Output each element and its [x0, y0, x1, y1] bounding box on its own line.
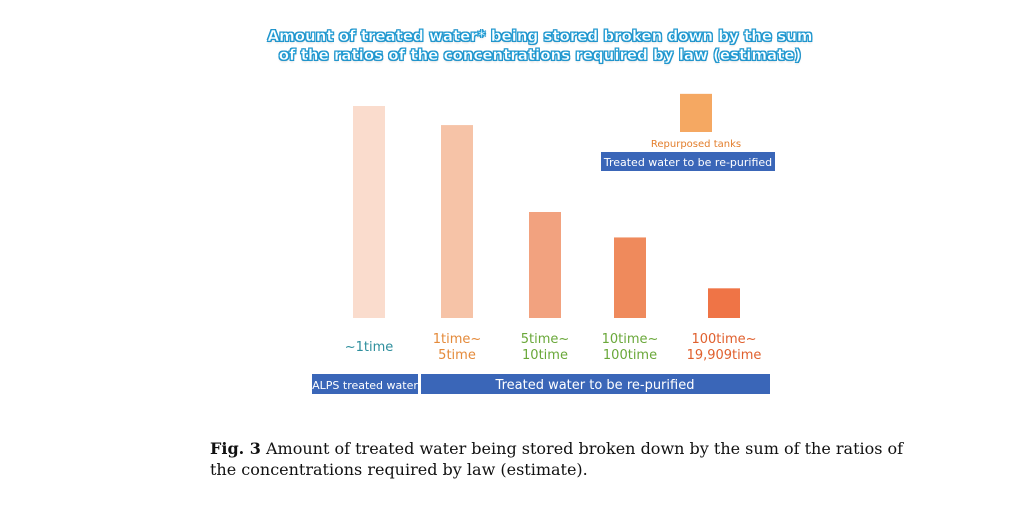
group-bar-alps-label: ALPS treated water [312, 379, 418, 392]
legend-repurify-label: Treated water to be re-purified [603, 156, 772, 169]
category-label-2-line1: 1time~ [433, 332, 482, 347]
repurposed-tanks-bar [680, 93, 712, 132]
bar-3 [529, 212, 561, 318]
group-bar-repurify [421, 374, 770, 394]
bar-2 [441, 125, 473, 318]
figure-caption: Fig. 3 Amount of treated water being sto… [210, 438, 910, 480]
category-label-2-line2: 5time [438, 348, 476, 363]
category-label-5-line1: 100time~ [691, 332, 756, 347]
bar-5 [708, 288, 740, 318]
category-label-3-line1: 5time~ [521, 332, 570, 347]
chart-title-line1: Amount of treated water* being stored br… [267, 27, 813, 46]
category-label-4-line2: 100time [603, 348, 657, 363]
group-bar-repurify-label: Treated water to be re-purified [495, 378, 695, 393]
bar-1 [353, 106, 385, 318]
category-label-4-line1: 10time~ [602, 332, 659, 347]
legend-repurify-bar [601, 152, 775, 171]
repurposed-tanks-label: Repurposed tanks [651, 139, 741, 150]
category-label-5-line2: 19,909time [687, 348, 762, 363]
chart-title-line2: of the ratios of the concentrations requ… [278, 46, 802, 65]
figure-caption-text: Amount of treated water being stored bro… [210, 439, 904, 479]
bar-4 [614, 237, 646, 318]
figure-label: Fig. 3 [210, 439, 261, 458]
category-label-1: ~1time [345, 340, 394, 355]
group-bar-alps [312, 374, 418, 394]
category-label-3-line2: 10time [522, 348, 568, 363]
